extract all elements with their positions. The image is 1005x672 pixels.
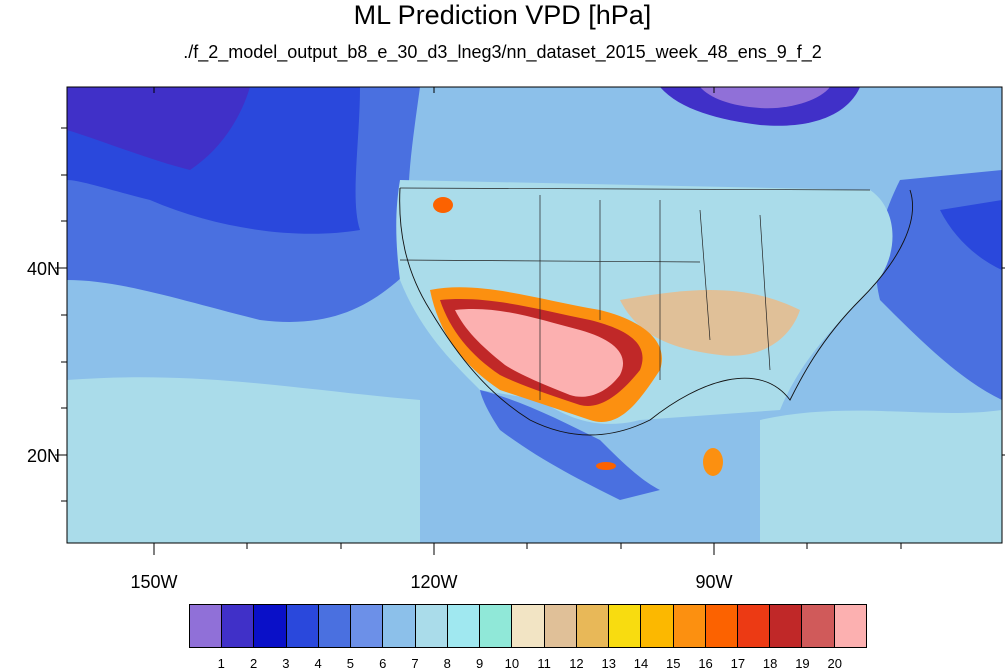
- colorbar-tick-label: 14: [633, 656, 649, 671]
- lat-label-40n: 40N: [26, 259, 60, 279]
- southwest-pink: [455, 309, 624, 397]
- colorbar-cell: [673, 605, 706, 647]
- colorbar-cell: [190, 605, 223, 647]
- colorbar-cell: [802, 605, 835, 647]
- colorbar-cell: [770, 605, 803, 647]
- coastline: [399, 187, 913, 436]
- colorbar-tick-label: 18: [762, 656, 778, 671]
- colorbar-cell: [383, 605, 416, 647]
- lon-label-150w: 150W: [130, 572, 178, 592]
- colorbar-tick-label: 3: [282, 656, 290, 671]
- colorbar-cell: [705, 605, 738, 647]
- southeast-beige: [620, 290, 800, 356]
- colorbar-tick-label: 6: [379, 656, 387, 671]
- colorbar-cell: [318, 605, 352, 647]
- colorbar-cell: [576, 605, 610, 647]
- colorbar: [189, 604, 867, 648]
- colorbar-cell: [737, 605, 771, 647]
- colorbar-tick-label: 10: [504, 656, 520, 671]
- map-title: ML Prediction VPD [hPa]: [353, 0, 652, 30]
- colorbar-cell: [351, 605, 384, 647]
- south-pacific-band: [67, 377, 420, 543]
- colorbar-cell: [254, 605, 287, 647]
- colorbar-tick-label: 8: [443, 656, 451, 671]
- lon-label-90w: 90W: [695, 572, 733, 592]
- oregon-hotspot: [433, 197, 453, 213]
- colorbar-cell: [512, 605, 545, 647]
- lon-label-120w: 120W: [410, 572, 458, 592]
- atlantic-south-band: [760, 410, 1002, 543]
- colorbar-tick-label: 16: [698, 656, 713, 671]
- colorbar-cell: [286, 605, 319, 647]
- colorbar-tick-label: 13: [601, 656, 616, 671]
- map-field: [67, 87, 1002, 543]
- lat-ticks: [55, 127, 1005, 502]
- colorbar-cell: [447, 605, 481, 647]
- colorbar-tick-label: 2: [249, 656, 258, 671]
- colorbar-tick-label: 11: [537, 656, 551, 671]
- north-pacific-navy: [67, 87, 250, 170]
- colorbar-cell: [544, 605, 577, 647]
- lat-label-20n: 20N: [26, 446, 60, 466]
- colorbar-cell: [609, 605, 642, 647]
- canada-region: [420, 87, 1002, 183]
- colorbar-cell: [415, 605, 448, 647]
- colorbar-tick-label: 1: [217, 656, 225, 671]
- mexico-blue: [480, 390, 660, 500]
- colorbar-tick-label: 20: [827, 656, 842, 671]
- colorbar-cell: [641, 605, 674, 647]
- state-borders: [399, 187, 871, 400]
- colorbar-tick-label: 17: [730, 656, 746, 671]
- lon-ticks: [153, 87, 902, 555]
- colorbar-tick-label: 12: [569, 656, 584, 671]
- hudson-purple: [700, 87, 830, 109]
- colorbar-cell: [222, 605, 255, 647]
- atlantic-dark: [940, 200, 1002, 270]
- mexico-hotspot: [596, 462, 616, 470]
- colorbar-tick-label: 4: [314, 656, 322, 671]
- colorbar-tick-label: 9: [475, 656, 484, 671]
- colorbar-tick-label: 7: [411, 656, 419, 671]
- colorbar-cell: [480, 605, 513, 647]
- cuba-hotspot: [703, 448, 723, 476]
- colorbar-tick-label: 5: [346, 656, 355, 671]
- map-subtitle: ./f_2_model_output_b8_e_30_d3_lneg3/nn_d…: [183, 42, 822, 62]
- colorbar-tick-label: 15: [666, 656, 681, 671]
- colorbar-cell: [834, 605, 866, 647]
- colorbar-tick-label: 19: [795, 656, 810, 671]
